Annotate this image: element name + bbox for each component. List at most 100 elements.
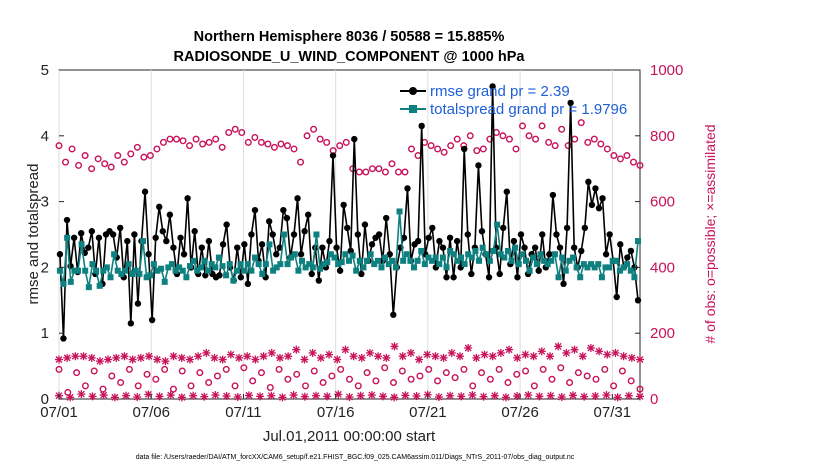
totalspread-point bbox=[598, 274, 605, 281]
totalspread-point bbox=[306, 261, 313, 268]
totalspread-point bbox=[255, 261, 262, 268]
rmse-point bbox=[127, 320, 135, 327]
obs-possible-point bbox=[513, 370, 521, 378]
obs-assimilated-point bbox=[122, 391, 131, 400]
obs-assimilated-point bbox=[365, 348, 374, 357]
totalspread-point bbox=[345, 257, 352, 264]
asterisk-stroke bbox=[505, 346, 513, 354]
obs-assimilated-point bbox=[591, 392, 600, 401]
asterisk-stroke bbox=[489, 352, 497, 360]
obs-possible-point bbox=[381, 364, 389, 372]
y-tick-label: 2 bbox=[41, 259, 49, 276]
totalspread-point bbox=[591, 264, 598, 271]
obs-possible-point bbox=[592, 375, 600, 383]
obs-possible-point bbox=[583, 372, 591, 380]
totalspread-point bbox=[111, 251, 118, 258]
obs-possible-point bbox=[623, 152, 631, 160]
obs-possible-point bbox=[277, 140, 285, 148]
totalspread-point bbox=[494, 221, 501, 228]
obs-possible-point bbox=[597, 140, 605, 148]
asterisk-stroke bbox=[480, 393, 488, 401]
totalspread-point bbox=[114, 267, 121, 274]
obs-possible-point bbox=[152, 375, 160, 383]
totalspread-point bbox=[461, 261, 468, 268]
totalspread-point bbox=[374, 257, 381, 264]
totalspread-point bbox=[559, 254, 566, 261]
rmse-point bbox=[450, 274, 457, 281]
obs-possible-point bbox=[486, 135, 494, 143]
asterisk-stroke bbox=[636, 356, 644, 363]
obs-assimilated-point bbox=[524, 391, 533, 400]
obs-assimilated-point bbox=[398, 352, 407, 361]
totalspread-point bbox=[537, 251, 544, 258]
totalspread-point bbox=[317, 265, 324, 272]
totalspread-point bbox=[421, 261, 428, 268]
obs-assimilated-point bbox=[627, 353, 636, 362]
obs-assimilated-point bbox=[244, 391, 253, 400]
totalspread-point bbox=[125, 261, 132, 268]
totalspread-point bbox=[342, 251, 349, 258]
asterisk-stroke bbox=[415, 356, 423, 363]
asterisk-stroke bbox=[234, 393, 242, 401]
obs-assimilated-point bbox=[243, 352, 252, 361]
obs-assimilated-point bbox=[189, 391, 198, 400]
obs-possible-point bbox=[636, 385, 644, 393]
rmse-point bbox=[439, 244, 447, 251]
obs-assimilated-point bbox=[521, 350, 530, 359]
rmse-point bbox=[567, 99, 574, 107]
obs-assimilated-point bbox=[562, 348, 571, 357]
obs-assimilated-point bbox=[63, 353, 72, 362]
asterisk-stroke bbox=[636, 392, 644, 400]
x-tick-label: 07/01 bbox=[40, 404, 78, 421]
obs-assimilated-point bbox=[145, 352, 154, 361]
asterisk-stroke bbox=[571, 346, 578, 354]
obs-possible-point bbox=[401, 168, 409, 176]
obs-possible-point bbox=[146, 152, 154, 160]
totalspread-point bbox=[627, 267, 634, 274]
obs-assimilated-point bbox=[345, 393, 354, 402]
rmse-point bbox=[280, 206, 287, 214]
obs-assimilated-point bbox=[325, 350, 334, 359]
obs-assimilated-point bbox=[545, 352, 554, 361]
obs-possible-point bbox=[173, 135, 181, 143]
obs-assimilated-point bbox=[95, 357, 104, 366]
rmse-point bbox=[70, 234, 78, 241]
obs-possible-point bbox=[161, 365, 169, 373]
totalspread-point bbox=[208, 261, 215, 268]
totalspread-point bbox=[569, 254, 576, 261]
obs-possible-point bbox=[159, 138, 167, 146]
totalspread-point bbox=[259, 270, 266, 277]
obs-assimilated-point bbox=[468, 391, 477, 400]
rmse-point bbox=[248, 231, 255, 238]
rmse-point bbox=[386, 251, 393, 258]
rmse-point bbox=[414, 237, 422, 245]
totalspread-point bbox=[468, 254, 475, 261]
asterisk-stroke bbox=[513, 354, 521, 362]
asterisk-stroke bbox=[211, 354, 218, 362]
obs-assimilated-point bbox=[568, 391, 577, 400]
obs-assimilated-point bbox=[570, 345, 579, 354]
totalspread-point bbox=[555, 274, 562, 281]
totalspread-point bbox=[143, 274, 150, 281]
asterisk-stroke bbox=[562, 349, 570, 357]
rmse-point bbox=[563, 224, 571, 232]
y-tick-label: 4 bbox=[41, 128, 49, 145]
obs-assimilated-point bbox=[323, 392, 332, 401]
obs-possible-point bbox=[601, 365, 609, 373]
obs-assimilated-point bbox=[333, 355, 342, 364]
rmse-point bbox=[269, 231, 276, 238]
totalspread-point bbox=[577, 274, 584, 281]
asterisk-stroke bbox=[391, 342, 398, 350]
asterisk-stroke bbox=[440, 354, 448, 362]
asterisk-stroke bbox=[413, 392, 420, 400]
obs-possible-point bbox=[372, 377, 380, 385]
totalspread-point bbox=[457, 254, 464, 261]
asterisk-stroke bbox=[407, 349, 415, 357]
totalspread-point bbox=[624, 261, 631, 268]
rmse-point bbox=[329, 152, 337, 159]
rmse-point bbox=[205, 237, 213, 245]
obs-assimilated-point bbox=[488, 352, 497, 361]
obs-possible-point bbox=[381, 168, 389, 176]
obs-assimilated-point bbox=[235, 353, 244, 362]
